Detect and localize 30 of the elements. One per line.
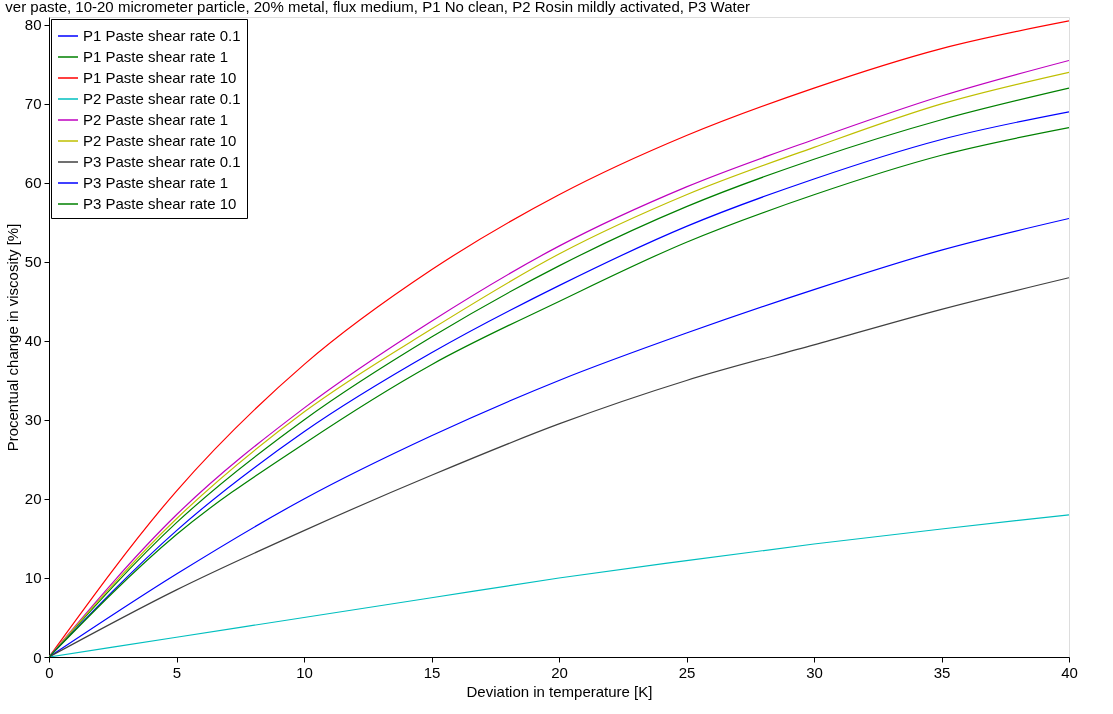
chart-title: ver paste, 10-20 micrometer particle, 20% metal, flux medium, P1 No clean, P2 Rosin mildly activated, P3 Water (5, 0, 751, 15)
x-tick-label: 35 (933, 663, 951, 681)
y-tick-label: 40 (24, 332, 42, 350)
legend-label: P1 Paste shear rate 1 (83, 48, 229, 65)
y-axis-title: Procentual change in viscosity [%] (3, 223, 21, 452)
y-tick-label: 70 (24, 95, 42, 113)
x-tick-label: 10 (296, 663, 313, 681)
x-tick-label: 40 (1061, 663, 1078, 681)
y-tick-label: 0 (33, 648, 42, 666)
x-tick-label: 30 (806, 663, 823, 681)
y-tick-label: 50 (24, 253, 42, 271)
legend-label: P3 Paste shear rate 1 (83, 174, 229, 191)
x-tick-label: 25 (678, 663, 696, 681)
x-tick-label: 15 (423, 663, 441, 681)
y-tick-label: 60 (24, 174, 42, 192)
legend-label: P1 Paste shear rate 10 (83, 69, 237, 86)
legend-label: P3 Paste shear rate 10 (83, 195, 237, 212)
legend-label: P2 Paste shear rate 10 (83, 132, 237, 149)
legend-label: P2 Paste shear rate 1 (83, 111, 229, 128)
legend-label: P1 Paste shear rate 0.1 (83, 27, 241, 44)
x-tick-label: 0 (45, 663, 54, 681)
x-axis-title: Deviation in temperature [K] (466, 682, 653, 700)
x-tick-label: 5 (172, 663, 182, 681)
y-tick-label: 30 (24, 411, 42, 429)
y-tick-label: 80 (24, 16, 42, 34)
x-tick-label: 20 (551, 663, 568, 681)
y-tick-label: 10 (24, 569, 42, 587)
legend-label: P3 Paste shear rate 0.1 (83, 153, 241, 170)
y-tick-label: 20 (24, 490, 42, 508)
legend-label: P2 Paste shear rate 0.1 (83, 90, 241, 107)
